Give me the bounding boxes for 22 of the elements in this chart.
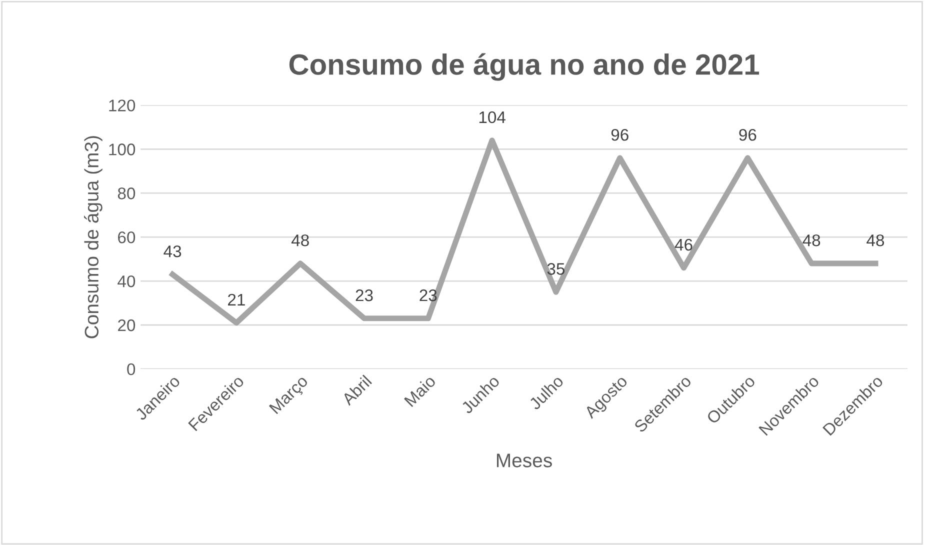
data-label: 48 (291, 234, 309, 246)
y-axis-title: Consumo de água (m3) (84, 136, 102, 338)
y-tick-label: 20 (118, 319, 136, 332)
y-tick-label: 80 (118, 188, 136, 200)
data-label: 35 (547, 263, 565, 275)
data-label: 48 (802, 234, 820, 246)
data-label: 104 (479, 111, 506, 124)
data-label: 96 (611, 128, 628, 141)
data-label: 96 (739, 128, 756, 141)
x-axis-title: Meses (496, 454, 552, 468)
y-tick-label: 120 (109, 100, 136, 112)
y-tick-label: 0 (127, 363, 136, 376)
y-tick-label: 100 (109, 144, 136, 156)
data-label: 46 (674, 238, 692, 251)
chart-title: Consumo de água no ano de 2021 (289, 53, 760, 81)
data-label: 21 (228, 294, 245, 306)
data-label: 48 (866, 234, 884, 246)
y-tick-label: 40 (118, 275, 136, 288)
data-label: 23 (356, 289, 373, 302)
data-label: 23 (420, 289, 437, 302)
data-label: 43 (164, 245, 182, 258)
y-tick-label: 60 (118, 231, 136, 244)
